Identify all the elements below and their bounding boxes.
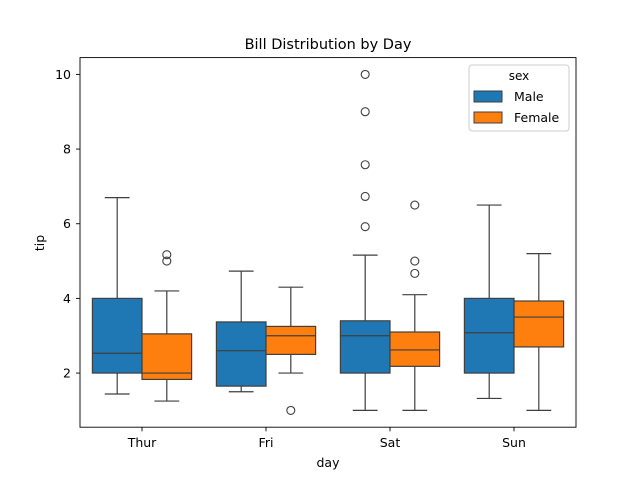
box-group-female-sun xyxy=(513,253,565,411)
legend-label-male: Male xyxy=(514,89,544,104)
y-tick-label-8: 8 xyxy=(63,142,71,157)
box-female-thur xyxy=(141,333,193,381)
box-group-male-sun xyxy=(463,204,515,400)
box-group-female-sat xyxy=(389,200,441,411)
outlier-female-sat-1 xyxy=(410,256,420,266)
box-male-sat xyxy=(339,320,391,374)
x-tick-label-sun: Sun xyxy=(502,435,526,450)
box-female-sun xyxy=(513,300,565,348)
y-tick-label-10: 10 xyxy=(55,67,71,82)
x-tick-label-fri: Fri xyxy=(259,435,274,450)
box-female-fri xyxy=(265,325,317,355)
outlier-male-sat-2 xyxy=(360,160,370,170)
y-tick-label-4: 4 xyxy=(63,291,71,306)
boxes-layer xyxy=(91,69,565,415)
y-tick-label-6: 6 xyxy=(63,216,71,231)
outlier-male-sat-1 xyxy=(360,191,370,202)
box-group-male-sat xyxy=(339,69,391,411)
legend: sex Male Female xyxy=(468,64,570,132)
box-group-male-thur xyxy=(91,197,143,395)
box-male-thur xyxy=(91,297,143,374)
axes-layer: Thur Fri Sat Sun 2 4 6 8 10 xyxy=(55,67,526,450)
box-group-male-fri xyxy=(215,270,267,393)
x-tick-label-sat: Sat xyxy=(380,435,401,450)
outlier-female-sat-0 xyxy=(410,268,420,278)
y-tick-label-2: 2 xyxy=(63,366,71,381)
box-group-female-fri xyxy=(265,286,317,415)
legend-swatch-female xyxy=(473,111,503,124)
outlier-male-sat-0 xyxy=(360,222,370,232)
chart-title: Bill Distribution by Day xyxy=(245,37,412,53)
x-tick-label-thur: Thur xyxy=(127,435,157,450)
box-female-sat xyxy=(389,331,441,367)
outlier-male-sat-3 xyxy=(360,107,370,117)
y-axis-label: tip xyxy=(32,235,47,251)
outlier-male-sat-4 xyxy=(360,69,370,79)
legend-label-female: Female xyxy=(514,110,560,125)
box-male-sun xyxy=(463,297,515,374)
outlier-female-fri-0 xyxy=(286,405,296,415)
outlier-female-thur-0 xyxy=(162,256,172,266)
plot-frame xyxy=(79,57,577,428)
outlier-female-thur-1 xyxy=(162,250,172,260)
box-male-fri xyxy=(215,321,267,387)
x-axis-label: day xyxy=(317,455,341,470)
legend-swatch-male xyxy=(473,90,503,103)
outlier-female-sat-2 xyxy=(410,200,420,210)
box-group-female-thur xyxy=(141,250,193,402)
legend-title: sex xyxy=(509,69,530,83)
